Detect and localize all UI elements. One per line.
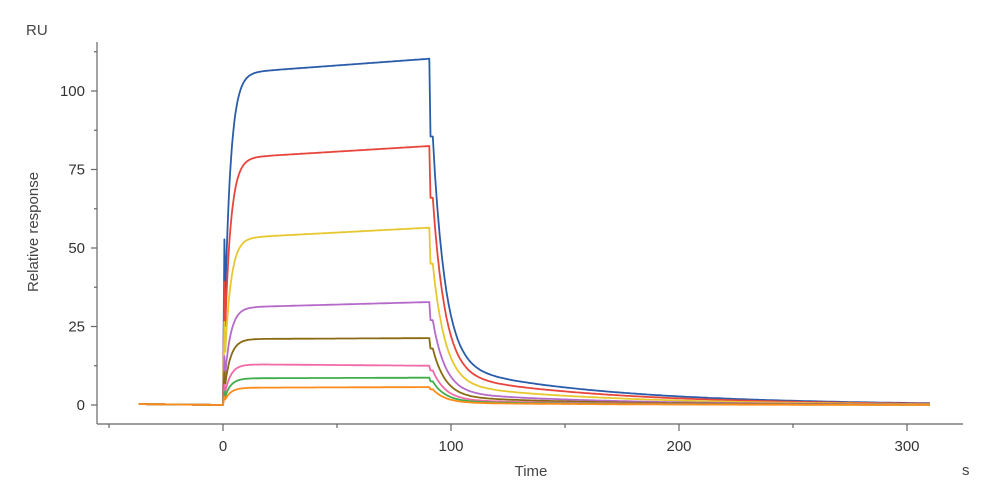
y-tick-label: 0 — [77, 397, 85, 414]
x-unit-label: s — [962, 462, 970, 479]
tick-labels: 0 25 50 75 100 0 100 200 300 — [60, 83, 920, 455]
x-tick-label: 200 — [666, 438, 691, 455]
y-unit-label: RU — [26, 22, 48, 39]
y-tick-label: 75 — [68, 162, 85, 179]
series-line-2 — [138, 145, 930, 406]
x-tick-label: 0 — [219, 438, 227, 455]
y-tick-label: 25 — [68, 319, 85, 336]
x-tick-label: 300 — [894, 438, 919, 455]
x-tick-label: 100 — [438, 438, 463, 455]
series-line-8 — [138, 386, 930, 406]
series-lines — [138, 57, 930, 406]
y-tick-label: 50 — [68, 240, 85, 257]
y-tick-label: 100 — [60, 83, 85, 100]
tick-marks — [91, 51, 908, 431]
axes — [96, 42, 963, 425]
series-line-3 — [138, 226, 930, 406]
x-axis-title: Time — [515, 463, 548, 480]
y-axis-title: Relative response — [25, 172, 42, 292]
series-line-4 — [138, 301, 930, 406]
series-line-1 — [138, 57, 930, 406]
series-line-5 — [138, 337, 930, 406]
